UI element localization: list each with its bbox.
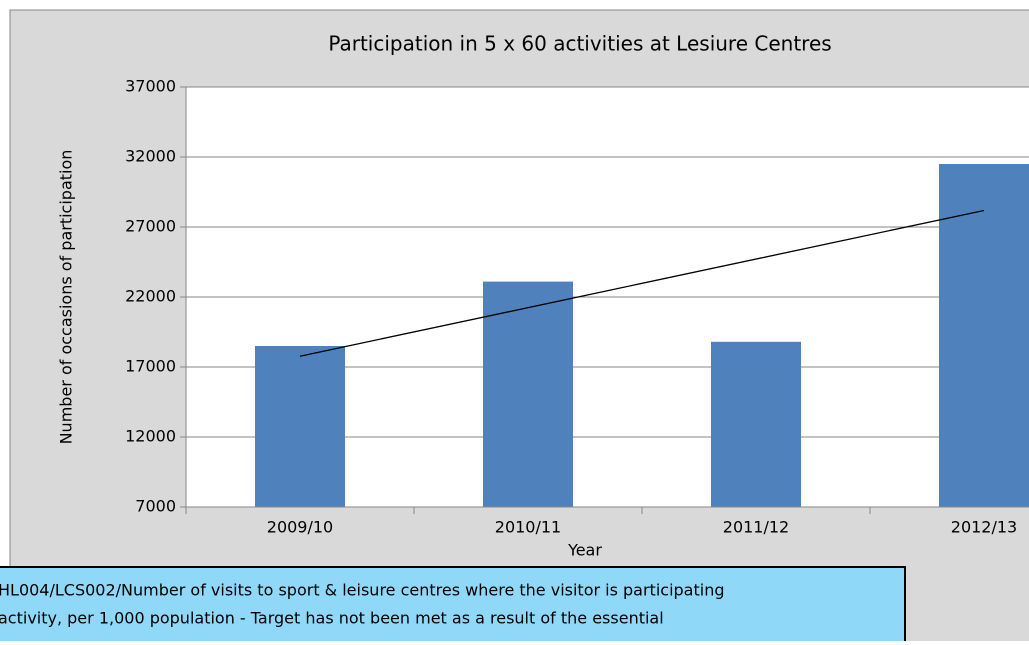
annotation-box [0, 566, 906, 645]
y-tick-label: 17000 [125, 357, 176, 376]
trendline [299, 209, 985, 357]
x-tick-label: 2009/10 [267, 518, 333, 537]
y-tick-label: 32000 [125, 147, 176, 166]
bar [483, 281, 573, 507]
y-tick-label: 37000 [125, 77, 176, 96]
y-tick-label: 22000 [125, 287, 176, 306]
chart-title: Participation in 5 x 60 activities at Le… [328, 32, 831, 56]
bar [711, 341, 801, 507]
bar [939, 164, 1029, 507]
marks: 7000 12000 17000 22000 27000 32000 37000 2009/1… [125, 77, 1029, 537]
bar [255, 346, 345, 507]
y-axis-label: Number of occasions of participation [57, 150, 76, 445]
annotation-line: HL004/LCS002/Number of visits to sport &… [0, 581, 724, 600]
x-tick-label: 2010/11 [495, 518, 561, 537]
x-tick-label: 2011/12 [723, 518, 789, 537]
x-axis-label: Year [567, 541, 602, 560]
annotation-line: activity, per 1,000 population - Target … [0, 609, 664, 628]
x-tick-label: 2012/13 [951, 518, 1017, 537]
y-tick-label: 12000 [125, 427, 176, 446]
y-tick-label: 7000 [135, 497, 176, 516]
y-tick-label: 27000 [125, 217, 176, 236]
